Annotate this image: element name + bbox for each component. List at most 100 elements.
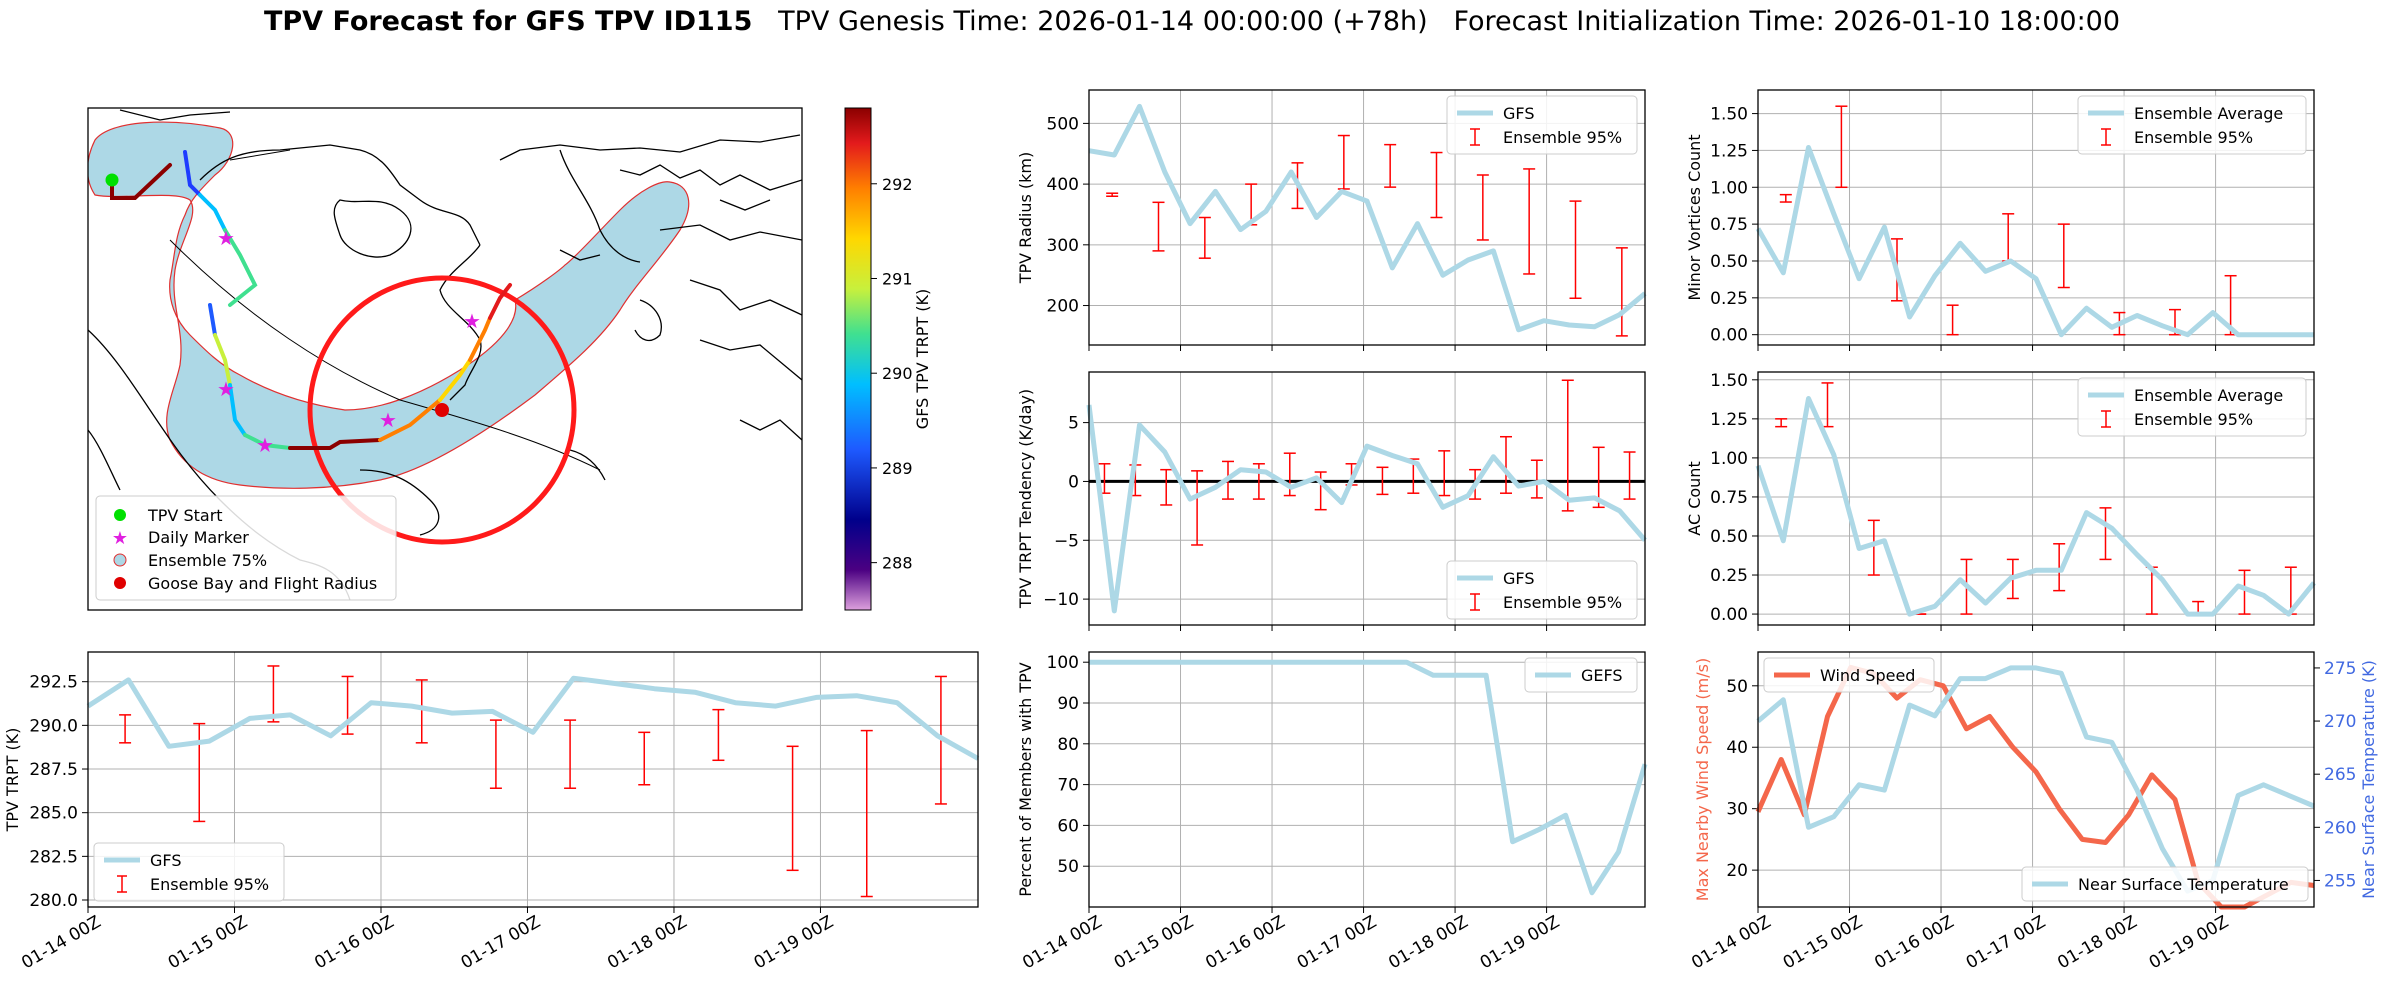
y-tick-label: −10	[1043, 590, 1079, 610]
x-tick-label: 01-16 00Z	[311, 912, 397, 973]
legend-goosebay-icon	[114, 577, 126, 589]
x-tick-label: 01-14 00Z	[18, 912, 104, 973]
legend-label-start: TPV Start	[147, 506, 223, 525]
y-tick-label: 300	[1047, 236, 1079, 256]
series-line-ensemble-average	[1755, 145, 2314, 338]
axes-frame	[87, 651, 979, 908]
figure-title: TPV Forecast for GFS TPV ID115 TPV Genes…	[0, 6, 2384, 37]
y-tick-label: 0.25	[1710, 566, 1748, 586]
svg-text:★: ★	[379, 408, 397, 432]
y2-tick-label: 260	[2324, 818, 2356, 838]
legend-label: GFS	[150, 851, 181, 870]
legend: Wind Speed	[1763, 657, 1935, 693]
figure-title-genesis: TPV Genesis Time: 2026-01-14 00:00:00 (+…	[778, 6, 1428, 37]
y-tick-label: 20	[1726, 861, 1748, 881]
series-line-gfs	[1088, 103, 1647, 333]
y-tick-label: 0.75	[1710, 215, 1748, 235]
y-tick-label: 70	[1057, 776, 1079, 796]
y-tick-label: 50	[1726, 677, 1748, 697]
y-tick-label: 1.00	[1710, 178, 1748, 198]
tpv-track	[110, 150, 512, 450]
y-tick-label: 1.50	[1710, 105, 1748, 125]
figure-title-main: TPV Forecast for GFS TPV ID115	[263, 6, 753, 37]
legend: GEFS	[1524, 657, 1638, 693]
map-legend: ★ TPV Start Daily Marker Ensemble 75% Go…	[95, 495, 397, 601]
y-tick-label: 1.00	[1710, 449, 1748, 469]
y-tick-label: 0.00	[1710, 326, 1748, 346]
y-tick-label: 100	[1047, 653, 1079, 673]
y-tick-label: 282.5	[29, 847, 78, 867]
legend-label: Wind Speed	[1820, 666, 1915, 685]
colorbar: 292 291 290 289 288 GFS TPV TRPT (K)	[844, 107, 932, 611]
y-tick-label: 0.00	[1710, 605, 1748, 625]
chart-members: 50 60 70 80 90 100 01-14 00Z 01-15 00Z 01-16 00Z…	[1016, 651, 1648, 973]
svg-text:★: ★	[256, 433, 274, 457]
x-tick-label: 01-17 00Z	[458, 912, 544, 973]
x-tick-label: 01-15 00Z	[1780, 912, 1866, 973]
x-tick-label: 01-14 00Z	[1019, 912, 1105, 973]
legend-ensemble-icon	[113, 553, 127, 567]
y-tick-label: 1.25	[1710, 141, 1748, 161]
map-frame	[87, 107, 803, 611]
y2-tick-label: 275	[2324, 659, 2356, 679]
legend-label-goosebay: Goose Bay and Flight Radius	[148, 574, 377, 593]
x-tick-label: 01-18 00Z	[2054, 912, 2140, 973]
y2-axis-label: Near Surface Temperature (K)	[2359, 660, 2378, 899]
legend-box	[2021, 866, 2309, 902]
svg-text:★: ★	[217, 377, 235, 401]
x-tick-label: 01-15 00Z	[165, 912, 251, 973]
y-tick-label: 80	[1057, 735, 1079, 755]
y-tick-label: 90	[1057, 694, 1079, 714]
svg-text:★: ★	[463, 309, 481, 333]
legend-box	[1446, 95, 1638, 155]
legend-start-icon	[114, 509, 126, 521]
y-axis-label: Minor Vortices Count	[1685, 134, 1704, 300]
y-tick-label: 60	[1057, 816, 1079, 836]
chart-minor: 0.00 0.25 0.50 0.75 1.00 1.25 1.50 Minor Vortic…	[1685, 89, 2315, 351]
axes-frame	[1757, 89, 2315, 346]
colorbar-ticks: 292 291 290 289 288	[871, 175, 913, 573]
legend-label: GFS	[1503, 104, 1534, 123]
legend-label: GEFS	[1581, 666, 1623, 685]
series-line-near-surface-temperature	[1756, 665, 2315, 894]
legend-label: GFS	[1503, 569, 1534, 588]
colorbar-tick-label: 289	[882, 459, 913, 478]
y-tick-label: 287.5	[29, 760, 78, 780]
y2-tick-label: 265	[2324, 765, 2356, 785]
daily-markers: ★ ★ ★ ★ ★	[217, 226, 481, 457]
y-tick-label: 1.25	[1710, 410, 1748, 430]
y-tick-label: 40	[1726, 738, 1748, 758]
chart-radius: 200 300 400 500 TPV Radius (km) GFS Ensemble 9…	[1016, 89, 1647, 351]
legend-box	[1524, 657, 1638, 693]
y-axis-label: AC Count	[1685, 461, 1704, 535]
legend: GFS Ensemble 95%	[93, 842, 285, 902]
series-line-ensemble-average	[1755, 396, 2316, 617]
legend-box	[2077, 95, 2307, 155]
chart-tendency: −10 −5 0 5 TPV TRPT Tendency (K/day) GFS Ensem…	[1016, 371, 1647, 631]
y-axis-label: Percent of Members with TPV	[1016, 662, 1035, 896]
y-tick-label: −5	[1054, 531, 1079, 551]
tpv-start-marker	[105, 173, 119, 187]
legend: Ensemble Average Ensemble 95%	[2077, 95, 2307, 155]
legend-label: Ensemble Average	[2134, 386, 2283, 405]
x-tick-label: 01-17 00Z	[1963, 912, 2049, 973]
series-line-gfs	[86, 675, 980, 761]
colorbar-tick-label: 290	[882, 364, 913, 383]
x-tick-label: 01-18 00Z	[604, 912, 690, 973]
axes-frame	[1088, 371, 1646, 626]
legend-label: Ensemble 95%	[1503, 593, 1622, 612]
x-tick-label: 01-19 00Z	[1477, 912, 1563, 973]
series-line-gefs	[1089, 659, 1648, 896]
legend-box	[93, 842, 285, 902]
chart-wind_temp: 20 30 40 50 01-14 00Z 01-15 00Z 01-16 00Z 01-17…	[1688, 651, 2378, 973]
axes-frame	[1088, 651, 1646, 908]
y-tick-label: 292.5	[29, 673, 78, 693]
map-boundary-line	[169, 239, 601, 471]
y-tick-label: 30	[1726, 800, 1748, 820]
chart-ac: 0.00 0.25 0.50 0.75 1.00 1.25 1.50 AC Count Ense…	[1685, 371, 2316, 631]
legend: Ensemble Average Ensemble 95%	[2077, 377, 2307, 437]
series-line-gfs	[1086, 404, 1647, 614]
x-tick-label: 01-14 00Z	[1688, 912, 1774, 973]
